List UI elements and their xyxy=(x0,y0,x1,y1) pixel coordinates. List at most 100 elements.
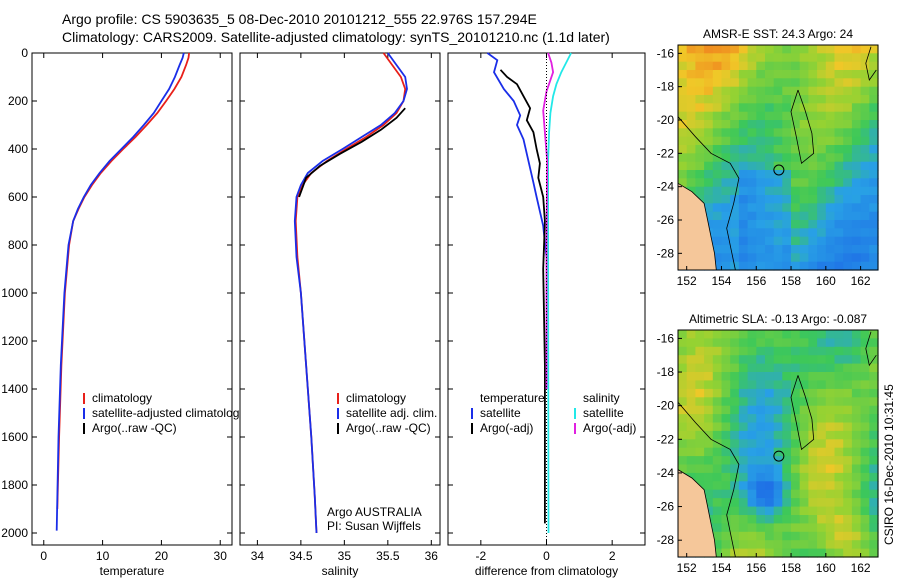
x-tick-label: 30 xyxy=(214,549,228,563)
map-cell xyxy=(782,120,792,129)
map-cell xyxy=(765,153,775,163)
map-cell xyxy=(678,170,688,179)
map-cell xyxy=(747,170,757,179)
map-cell xyxy=(747,346,757,356)
map-cell xyxy=(730,245,740,254)
map-cell xyxy=(712,203,723,213)
map-cell xyxy=(721,456,731,466)
map-cell xyxy=(712,439,723,449)
map-cell xyxy=(808,70,818,79)
map-cell xyxy=(834,414,844,424)
map-cell xyxy=(721,228,731,238)
map-cell xyxy=(730,178,740,188)
map-cell xyxy=(869,414,879,424)
map-cell xyxy=(738,338,749,348)
map-cell xyxy=(825,363,836,373)
map-cell xyxy=(825,136,836,146)
map-cell xyxy=(712,447,723,457)
map-cell xyxy=(765,53,775,63)
map-cell xyxy=(843,186,853,196)
map-cell xyxy=(738,53,749,63)
map-cell xyxy=(721,405,731,415)
map-cell xyxy=(704,338,714,348)
map-cell xyxy=(712,380,723,390)
map-cell xyxy=(747,405,757,415)
map-cell xyxy=(704,372,714,381)
map-cell xyxy=(738,103,749,113)
map-cell xyxy=(791,472,801,482)
map-cell xyxy=(686,380,696,390)
map-cell xyxy=(730,439,740,449)
map-cell xyxy=(782,261,792,271)
map-cell xyxy=(738,203,749,213)
map-cell xyxy=(730,422,740,432)
map-cell xyxy=(808,103,818,113)
map-cell xyxy=(756,498,766,508)
map-cell xyxy=(843,422,853,432)
sst-map-panel: 152 154 156 158 160 162 -16 -18 -20 -22 -24 -26 -28 A… xyxy=(657,27,879,288)
map-cell xyxy=(678,78,688,88)
map-cell xyxy=(799,261,809,271)
map-cell xyxy=(712,405,723,415)
map-cell xyxy=(686,397,696,407)
map-cell xyxy=(756,430,766,440)
map-y-tick-label: -18 xyxy=(657,80,675,94)
map-cell xyxy=(791,186,801,196)
y-tick-label: 1800 xyxy=(1,478,28,492)
map-cell xyxy=(773,405,783,415)
map-x-tick-label: 152 xyxy=(677,561,697,575)
map-cell xyxy=(791,489,801,499)
map-cell xyxy=(721,548,731,558)
temperature-panel: 0 10 20 30 0 200 400 600 800 1000 1200 1400 1600 1800… xyxy=(1,46,245,578)
map-cell xyxy=(860,498,870,508)
map-cell xyxy=(686,338,696,348)
map-cell xyxy=(730,447,740,457)
map-cell xyxy=(843,330,853,339)
map-cell xyxy=(721,531,731,541)
map-cell xyxy=(765,430,775,440)
map-cell xyxy=(851,414,862,424)
map-cell xyxy=(799,481,809,491)
map-cell xyxy=(738,145,749,154)
map-cell xyxy=(738,515,749,524)
map-cell xyxy=(799,515,809,524)
map-cell xyxy=(747,45,757,54)
map-cell xyxy=(773,447,783,457)
map-cell xyxy=(817,120,827,129)
map-cell xyxy=(851,211,862,221)
map-cell xyxy=(678,111,688,121)
map-cell xyxy=(765,236,775,246)
map-cell xyxy=(756,338,766,348)
map-cell xyxy=(773,397,783,407)
map-cell xyxy=(738,346,749,356)
map-cell xyxy=(791,355,801,365)
map-cell xyxy=(730,456,740,466)
map-cell xyxy=(738,330,749,339)
map-cell xyxy=(825,211,836,221)
map-cell xyxy=(851,456,862,466)
map-cell xyxy=(695,161,705,171)
map-cell xyxy=(817,489,827,499)
map-cell xyxy=(869,186,879,196)
map-cell xyxy=(747,161,757,171)
map-cell xyxy=(738,414,749,424)
map-cell xyxy=(773,439,783,449)
map-cell xyxy=(791,330,801,339)
map-cell xyxy=(860,481,870,491)
map-cell xyxy=(695,186,705,196)
map-cell xyxy=(869,388,879,398)
map-cell xyxy=(686,439,696,449)
map-cell xyxy=(860,236,870,246)
map-cell xyxy=(738,128,749,138)
map-cell xyxy=(791,506,801,516)
map-cell xyxy=(782,548,792,558)
map-x-tick-label: 156 xyxy=(746,274,766,288)
map-cell xyxy=(799,330,809,339)
map-cell xyxy=(738,245,749,254)
map-cell xyxy=(825,170,836,179)
map-cell xyxy=(843,61,853,71)
map-cell xyxy=(851,111,862,121)
map-cell xyxy=(799,430,809,440)
map-cell xyxy=(738,355,749,365)
